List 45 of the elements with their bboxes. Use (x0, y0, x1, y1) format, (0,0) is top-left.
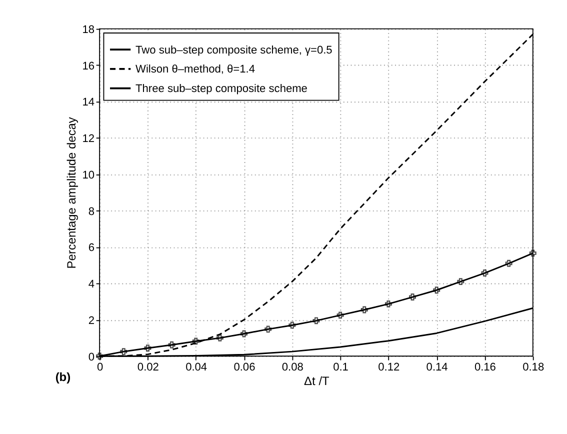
y-tick-label: 16 (82, 60, 94, 72)
point (312, 317, 320, 324)
x-tick-label: 0.1 (333, 361, 348, 374)
x-tick-label: 0.02 (137, 361, 159, 374)
y-tick-label: 4 (88, 278, 94, 291)
point (144, 344, 152, 352)
y-tick-label: 14 (82, 96, 94, 109)
point (264, 326, 272, 333)
x-tick-label: 0.16 (474, 361, 496, 374)
legend-label: Three sub–step composite scheme (136, 82, 308, 95)
x-tick-label: 0.06 (234, 361, 256, 374)
point (192, 338, 200, 345)
y-tick-label: 12 (82, 133, 94, 146)
point (336, 312, 344, 319)
point (96, 352, 104, 360)
x-axis-title: Δt /T (304, 374, 330, 388)
y-tick-label: 2 (88, 314, 94, 327)
x-tick-label: 0 (96, 361, 104, 374)
point (384, 300, 392, 308)
y-tick-label: 18 (82, 24, 94, 36)
y-tick-label: 10 (82, 169, 94, 182)
point (240, 330, 248, 338)
y-tick-label: 8 (88, 206, 94, 218)
point (481, 270, 488, 276)
x-tick-label: 0.12 (378, 361, 400, 374)
point (288, 322, 296, 329)
point (216, 334, 224, 342)
x-tick-label: 0.08 (282, 361, 304, 374)
y-axis-title: Percentage amplitude decay (64, 117, 79, 269)
point (120, 348, 128, 356)
x-tick-label: 0.18 (522, 361, 544, 374)
text: (b) (55, 370, 71, 384)
point (433, 286, 440, 294)
point (360, 306, 368, 314)
point (529, 250, 536, 257)
legend-label: Wilson θ–method, θ=1.4 (136, 64, 255, 76)
point (505, 260, 512, 267)
y-tick-label: 0 (88, 351, 94, 364)
point (409, 294, 416, 300)
point (168, 341, 176, 348)
legend-label: Two sub–step composite scheme, γ=0.5 (136, 44, 332, 56)
x-tick-label: 0.14 (426, 361, 448, 374)
x-tick-label: 0.04 (186, 361, 208, 374)
point (457, 278, 464, 286)
y-tick-label: 6 (88, 242, 94, 254)
